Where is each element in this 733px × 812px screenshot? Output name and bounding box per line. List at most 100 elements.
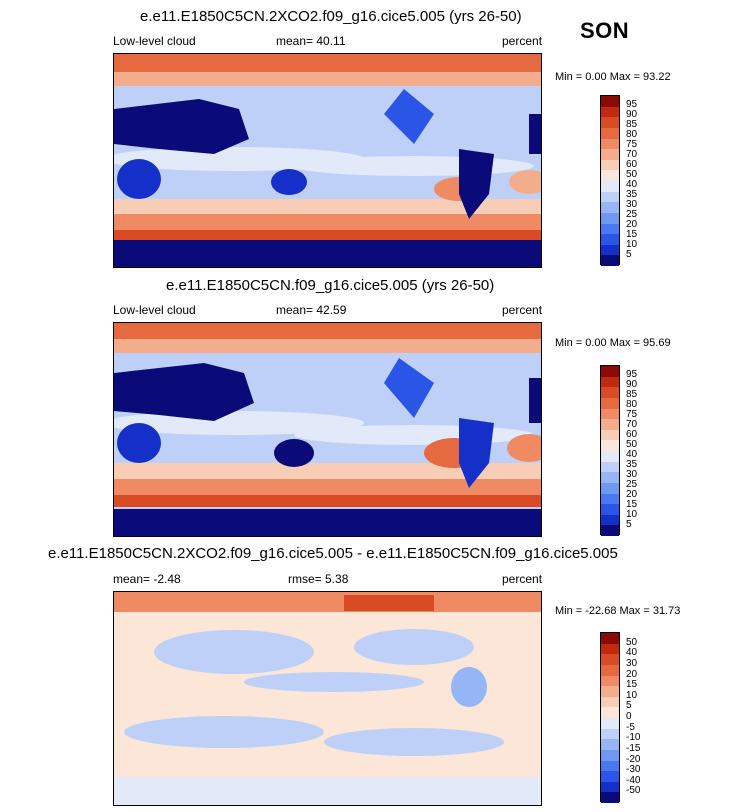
colorbar-swatch	[601, 493, 619, 505]
colorbar-swatch	[601, 138, 619, 150]
panel1-colorbar	[600, 95, 620, 266]
colorbar-label: -15	[626, 742, 641, 754]
colorbar-label: 15	[626, 679, 638, 691]
colorbar-swatch	[601, 514, 619, 526]
colorbar-swatch	[601, 117, 619, 128]
colorbar-swatch	[601, 525, 619, 536]
colorbar-label: 5	[626, 249, 632, 260]
panel1-center-label: mean= 40.11	[276, 34, 346, 48]
colorbar-label: 5	[626, 519, 632, 530]
colorbar-label: 95	[626, 369, 638, 380]
colorbar-label: 85	[626, 389, 638, 400]
colorbar-label: 50	[626, 169, 638, 180]
colorbar-swatch	[601, 181, 619, 192]
colorbar-swatch	[601, 212, 619, 224]
colorbar-label: 0	[626, 711, 632, 722]
panel3-title: e.e11.E1850C5CN.2XCO2.f09_g16.cice5.005 …	[48, 545, 618, 562]
colorbar-label: 70	[626, 149, 638, 160]
colorbar-swatch	[601, 159, 619, 171]
colorbar-swatch	[601, 387, 619, 398]
panel2-map	[113, 322, 542, 537]
colorbar-label: -40	[626, 774, 641, 786]
colorbar-label: 30	[626, 657, 638, 669]
colorbar-label: -5	[626, 721, 635, 733]
colorbar-swatch	[601, 127, 619, 139]
panel1-minmax: Min = 0.00 Max = 93.22	[555, 71, 671, 83]
colorbar-swatch	[601, 419, 619, 430]
colorbar-swatch	[601, 106, 619, 118]
colorbar-label: 75	[626, 139, 638, 150]
colorbar-label: 25	[626, 479, 638, 490]
colorbar-swatch	[601, 440, 619, 451]
panel3-right-label: percent	[502, 572, 543, 586]
panel2-minmax: Min = 0.00 Max = 95.69	[555, 337, 671, 349]
season-label: SON	[580, 18, 630, 43]
colorbar-label: 10	[626, 509, 638, 520]
colorbar-swatch	[601, 244, 619, 256]
panel2-title: e.e11.E1850C5CN.f09_g16.cice5.005 (yrs 2…	[166, 277, 495, 294]
colorbar-swatch	[601, 149, 619, 160]
colorbar-swatch	[601, 696, 619, 708]
colorbar-label: 70	[626, 419, 638, 430]
colorbar-swatch	[601, 707, 619, 718]
colorbar-label: 5	[626, 700, 632, 712]
colorbar-label: 90	[626, 109, 638, 120]
colorbar-swatch	[601, 781, 619, 793]
colorbar-label: 40	[626, 179, 638, 190]
colorbar-swatch	[601, 686, 619, 697]
colorbar-label: 80	[626, 399, 638, 410]
colorbar-swatch	[601, 429, 619, 441]
colorbar-label: 60	[626, 429, 638, 440]
colorbar-swatch	[601, 234, 619, 245]
colorbar-label: 75	[626, 409, 638, 420]
colorbar-swatch	[601, 792, 619, 803]
colorbar-label: 15	[626, 229, 638, 240]
colorbar-swatch	[601, 654, 619, 665]
colorbar-swatch	[601, 643, 619, 655]
colorbar-swatch	[601, 451, 619, 462]
panel3-center-label: rmse= 5.38	[288, 572, 349, 586]
colorbar-swatch	[601, 771, 619, 782]
colorbar-label: 30	[626, 199, 638, 210]
panel1-map	[113, 53, 542, 268]
panel1-left-label: Low-level cloud	[113, 34, 196, 48]
panel2-right-label: percent	[502, 303, 543, 317]
colorbar-label: 85	[626, 119, 638, 130]
colorbar-label: 35	[626, 459, 638, 470]
panel1-title: e.e11.E1850C5CN.2XCO2.f09_g16.cice5.005 …	[140, 8, 522, 25]
colorbar-label: 95	[626, 99, 638, 110]
colorbar-swatch	[601, 749, 619, 761]
colorbar-swatch	[601, 760, 619, 772]
colorbar-swatch	[601, 96, 619, 107]
colorbar-swatch	[601, 223, 619, 235]
colorbar-label: 25	[626, 209, 638, 220]
colorbar-swatch	[601, 675, 619, 687]
colorbar-label: 30	[626, 469, 638, 480]
colorbar-label: -10	[626, 732, 641, 744]
colorbar-label: -50	[626, 785, 641, 797]
colorbar-swatch	[601, 504, 619, 515]
colorbar-swatch	[601, 397, 619, 409]
panel3-map	[113, 591, 542, 806]
panel2-center-label: mean= 42.59	[276, 303, 347, 317]
colorbar-swatch	[601, 664, 619, 676]
colorbar-swatch	[601, 366, 619, 377]
colorbar-swatch	[601, 255, 619, 266]
colorbar-swatch	[601, 461, 619, 473]
colorbar-label: 50	[626, 439, 638, 450]
colorbar-swatch	[601, 408, 619, 420]
colorbar-label: 35	[626, 189, 638, 200]
colorbar-label: 20	[626, 668, 638, 680]
panel2-colorbar	[600, 365, 620, 536]
panel3-left-label: mean= -2.48	[113, 572, 181, 586]
colorbar-label: -30	[626, 764, 641, 776]
colorbar-label: 15	[626, 499, 638, 510]
colorbar-swatch	[601, 739, 619, 750]
colorbar-swatch	[601, 472, 619, 483]
colorbar-swatch	[601, 633, 619, 644]
panel3-colorbar	[600, 632, 620, 803]
colorbar-label: 90	[626, 379, 638, 390]
colorbar-label: 40	[626, 449, 638, 460]
colorbar-label: -20	[626, 753, 641, 765]
colorbar-label: 10	[626, 689, 638, 701]
